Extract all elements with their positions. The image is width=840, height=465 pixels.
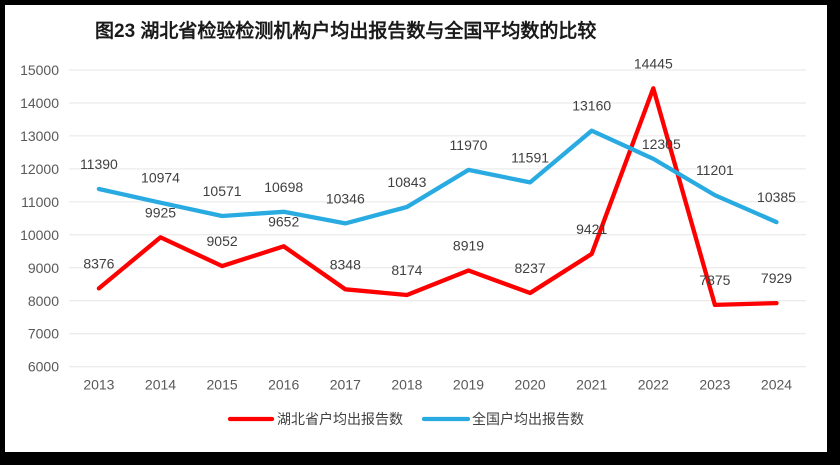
- svg-text:15000: 15000: [20, 62, 59, 78]
- svg-text:9925: 9925: [145, 204, 176, 220]
- svg-text:11000: 11000: [21, 194, 59, 210]
- svg-text:2016: 2016: [268, 377, 299, 393]
- svg-text:8919: 8919: [453, 238, 484, 254]
- svg-text:2014: 2014: [145, 377, 176, 393]
- svg-text:2018: 2018: [391, 377, 422, 393]
- svg-text:2020: 2020: [515, 377, 546, 393]
- svg-text:6000: 6000: [28, 359, 59, 375]
- svg-text:湖北省户均出报告数: 湖北省户均出报告数: [277, 411, 403, 427]
- svg-text:10346: 10346: [326, 190, 365, 206]
- svg-text:8348: 8348: [330, 256, 361, 272]
- svg-text:12000: 12000: [20, 161, 59, 177]
- svg-text:全国户均出报告数: 全国户均出报告数: [472, 411, 584, 427]
- svg-text:10974: 10974: [141, 170, 180, 186]
- svg-text:10571: 10571: [203, 183, 242, 199]
- svg-text:14445: 14445: [634, 55, 673, 71]
- svg-text:2015: 2015: [207, 377, 238, 393]
- svg-text:8174: 8174: [391, 262, 422, 278]
- svg-text:8237: 8237: [515, 260, 546, 276]
- svg-text:13160: 13160: [572, 98, 611, 114]
- svg-text:7929: 7929: [761, 270, 792, 286]
- svg-text:11390: 11390: [80, 156, 118, 172]
- svg-text:14000: 14000: [20, 95, 59, 111]
- svg-text:2021: 2021: [576, 377, 607, 393]
- svg-text:11591: 11591: [511, 149, 549, 165]
- svg-text:9421: 9421: [576, 221, 607, 237]
- svg-text:2019: 2019: [453, 377, 484, 393]
- svg-text:2017: 2017: [330, 377, 361, 393]
- svg-text:7875: 7875: [699, 272, 730, 288]
- svg-text:10000: 10000: [20, 227, 59, 243]
- svg-text:2022: 2022: [638, 377, 669, 393]
- svg-text:9052: 9052: [207, 233, 238, 249]
- svg-text:11201: 11201: [696, 162, 734, 178]
- svg-text:2023: 2023: [699, 377, 730, 393]
- svg-text:10698: 10698: [264, 179, 303, 195]
- svg-text:7000: 7000: [28, 326, 59, 342]
- svg-text:10385: 10385: [757, 189, 796, 205]
- svg-text:9652: 9652: [268, 213, 299, 229]
- svg-text:11970: 11970: [450, 137, 488, 153]
- svg-text:2024: 2024: [761, 377, 792, 393]
- svg-text:9000: 9000: [28, 260, 59, 276]
- svg-text:8000: 8000: [28, 293, 59, 309]
- svg-text:10843: 10843: [387, 174, 426, 190]
- svg-text:2013: 2013: [83, 377, 114, 393]
- svg-text:8376: 8376: [83, 255, 114, 271]
- svg-text:13000: 13000: [20, 128, 59, 144]
- svg-text:12305: 12305: [642, 136, 681, 152]
